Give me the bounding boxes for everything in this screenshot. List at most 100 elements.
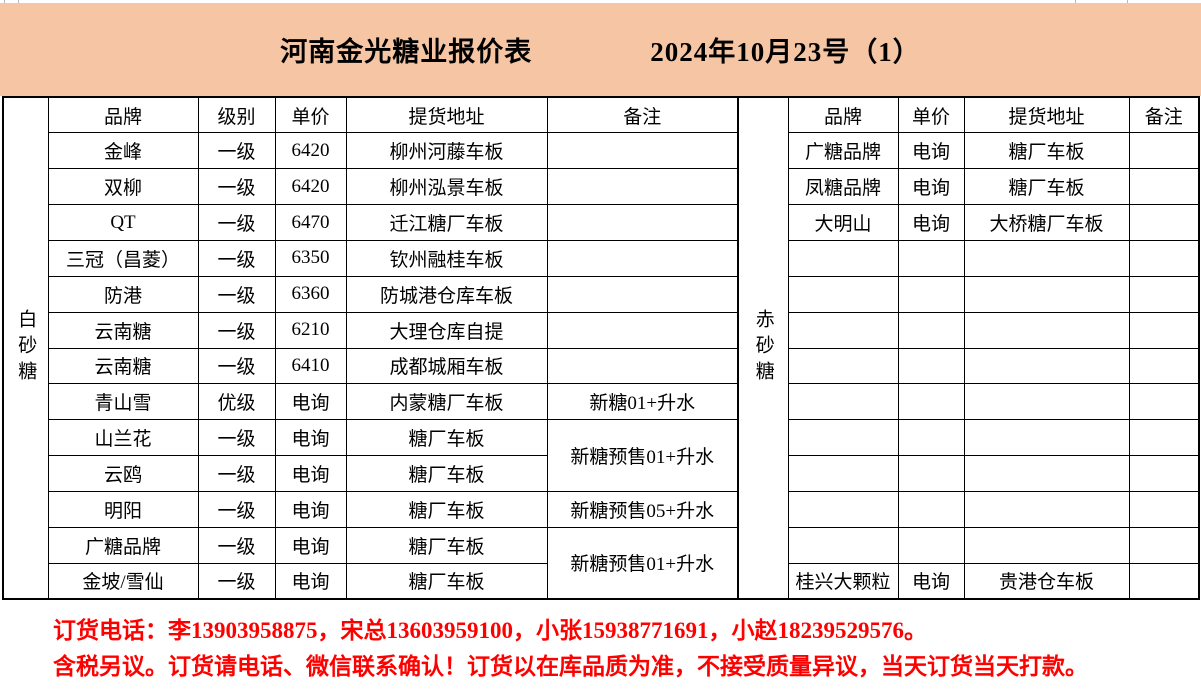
cell-address[interactable] — [963, 239, 1130, 277]
cell-grade[interactable]: 一级 — [197, 347, 276, 385]
column-header[interactable]: 单价 — [897, 96, 965, 134]
cell-price[interactable]: 电询 — [897, 204, 965, 241]
cell-price[interactable] — [897, 347, 965, 385]
cell-grade[interactable]: 一级 — [197, 204, 276, 241]
cell-remark[interactable]: 新糖预售01+升水 — [546, 419, 739, 492]
cell-price[interactable] — [897, 239, 965, 277]
cell-remark[interactable] — [546, 204, 739, 241]
cell-price[interactable]: 6360 — [274, 275, 347, 313]
cell-brand[interactable]: 金峰 — [47, 132, 199, 170]
cell-price[interactable]: 电询 — [274, 562, 347, 600]
cell-price[interactable]: 6470 — [274, 204, 347, 241]
column-header[interactable]: 级别 — [197, 96, 276, 134]
white-sugar-label[interactable]: 白砂糖 — [2, 96, 49, 600]
cell-address[interactable] — [963, 526, 1130, 564]
cell-brand[interactable]: 广糖品牌 — [47, 526, 199, 564]
cell-address[interactable] — [963, 347, 1130, 385]
cell-remark[interactable] — [546, 275, 739, 313]
cell-brand[interactable]: QT — [47, 204, 199, 241]
cell-price[interactable] — [897, 526, 965, 564]
cell-address[interactable]: 糖厂车板 — [345, 419, 548, 457]
cell-price[interactable] — [897, 311, 965, 349]
cell-price[interactable]: 电询 — [274, 526, 347, 564]
cell-brand[interactable] — [787, 526, 899, 564]
cell-brand[interactable]: 双柳 — [47, 168, 199, 206]
cell-remark[interactable] — [1128, 132, 1200, 170]
cell-grade[interactable]: 一级 — [197, 455, 276, 492]
cell-price[interactable] — [897, 455, 965, 492]
cell-price[interactable]: 电询 — [897, 168, 965, 206]
cell-remark[interactable] — [1128, 455, 1200, 492]
cell-address[interactable]: 防城港仓库车板 — [345, 275, 548, 313]
cell-price[interactable]: 电询 — [897, 562, 965, 600]
cell-remark[interactable] — [1128, 490, 1200, 528]
cell-price[interactable]: 电询 — [274, 490, 347, 528]
cell-brand[interactable] — [787, 311, 899, 349]
cell-brand[interactable] — [787, 383, 899, 421]
cell-remark[interactable] — [1128, 311, 1200, 349]
cell-remark[interactable] — [1128, 347, 1200, 385]
cell-price[interactable] — [897, 419, 965, 457]
cell-address[interactable]: 糖厂车板 — [963, 168, 1130, 206]
cell-price[interactable]: 6420 — [274, 132, 347, 170]
cell-price[interactable]: 电询 — [274, 455, 347, 492]
cell-brand[interactable] — [787, 455, 899, 492]
cell-price[interactable]: 6350 — [274, 239, 347, 277]
cell-price[interactable]: 电询 — [274, 383, 347, 421]
cell-brand[interactable] — [787, 275, 899, 313]
cell-price[interactable]: 6410 — [274, 347, 347, 385]
cell-remark[interactable] — [1128, 562, 1200, 600]
cell-brand[interactable] — [787, 490, 899, 528]
cell-grade[interactable]: 一级 — [197, 168, 276, 206]
cell-remark[interactable] — [1128, 419, 1200, 457]
cell-grade[interactable]: 优级 — [197, 383, 276, 421]
cell-brand[interactable]: 桂兴大颗粒 — [787, 562, 899, 600]
cell-remark[interactable] — [1128, 204, 1200, 241]
cell-grade[interactable]: 一级 — [197, 132, 276, 170]
cell-brand[interactable]: 明阳 — [47, 490, 199, 528]
cell-price[interactable] — [897, 383, 965, 421]
cell-remark[interactable] — [1128, 239, 1200, 277]
cell-brand[interactable]: 云南糖 — [47, 311, 199, 349]
cell-address[interactable]: 柳州河藤车板 — [345, 132, 548, 170]
cell-brand[interactable]: 凤糖品牌 — [787, 168, 899, 206]
cell-brand[interactable] — [787, 239, 899, 277]
cell-brand[interactable]: 三冠（昌菱） — [47, 239, 199, 277]
cell-grade[interactable]: 一级 — [197, 311, 276, 349]
cell-brand[interactable]: 青山雪 — [47, 383, 199, 421]
cell-brand[interactable]: 山兰花 — [47, 419, 199, 457]
cell-price[interactable] — [897, 275, 965, 313]
cell-price[interactable] — [897, 490, 965, 528]
cell-address[interactable]: 贵港仓车板 — [963, 562, 1130, 600]
cell-remark[interactable]: 新糖预售05+升水 — [546, 490, 739, 528]
cell-remark[interactable] — [546, 347, 739, 385]
cell-remark[interactable] — [1128, 275, 1200, 313]
column-header[interactable]: 备注 — [546, 96, 739, 134]
cell-brand[interactable] — [787, 419, 899, 457]
cell-grade[interactable]: 一级 — [197, 526, 276, 564]
column-header[interactable]: 备注 — [1128, 96, 1200, 134]
cell-grade[interactable]: 一级 — [197, 419, 276, 457]
cell-brand[interactable]: 云鸥 — [47, 455, 199, 492]
cell-grade[interactable]: 一级 — [197, 239, 276, 277]
cell-brand[interactable]: 大明山 — [787, 204, 899, 241]
cell-address[interactable]: 迁江糖厂车板 — [345, 204, 548, 241]
cell-price[interactable]: 电询 — [274, 419, 347, 457]
cell-remark[interactable]: 新糖01+升水 — [546, 383, 739, 421]
column-header[interactable]: 品牌 — [47, 96, 199, 134]
cell-price[interactable]: 6420 — [274, 168, 347, 206]
cell-address[interactable]: 内蒙糖厂车板 — [345, 383, 548, 421]
cell-brand[interactable] — [787, 347, 899, 385]
cell-address[interactable]: 糖厂车板 — [345, 526, 548, 564]
cell-remark[interactable]: 新糖预售01+升水 — [546, 526, 739, 600]
cell-address[interactable]: 糖厂车板 — [345, 562, 548, 600]
cell-address[interactable] — [963, 419, 1130, 457]
cell-address[interactable]: 钦州融桂车板 — [345, 239, 548, 277]
column-header[interactable]: 提货地址 — [963, 96, 1130, 134]
cell-brand[interactable]: 金坡/雪仙 — [47, 562, 199, 600]
cell-remark[interactable] — [546, 311, 739, 349]
cell-address[interactable]: 糖厂车板 — [963, 132, 1130, 170]
column-header[interactable]: 品牌 — [787, 96, 899, 134]
cell-remark[interactable] — [1128, 383, 1200, 421]
cell-brand[interactable]: 防港 — [47, 275, 199, 313]
